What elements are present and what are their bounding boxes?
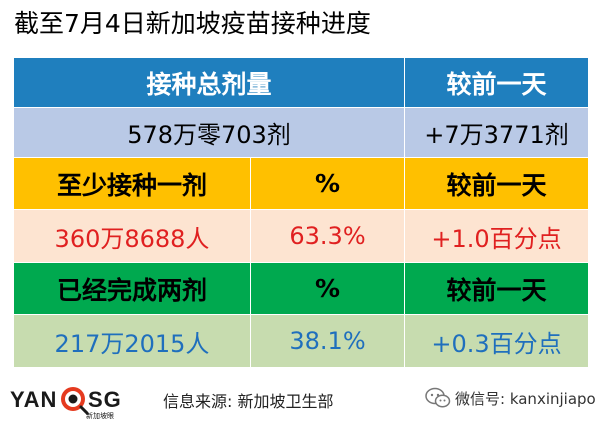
completed-change-header: 较前一天 — [404, 262, 590, 315]
at-least-one-change-header: 较前一天 — [404, 157, 590, 210]
at-least-one-change: +1.0百分点 — [404, 209, 590, 263]
wechat-id-text: 微信号: kanxinjiapo — [455, 390, 596, 408]
at-least-one-pct-header: % — [249, 157, 406, 210]
total-doses-value: 578万零703剂 — [12, 107, 406, 158]
completed-change: +0.3百分点 — [404, 314, 590, 368]
table-row: 578万零703剂 +7万3771剂 — [12, 107, 590, 158]
completed-pct: 38.1% — [249, 314, 406, 368]
completed-header: 已经完成两剂 — [13, 262, 251, 315]
total-change-value: +7万3771剂 — [404, 107, 590, 158]
table-row: 接种总剂量 较前一天 — [12, 57, 590, 108]
wechat-icon — [425, 387, 451, 408]
completed-value: 217万2015人 — [13, 314, 251, 368]
completed-pct-header: % — [249, 262, 406, 315]
svg-text:SG: SG — [88, 387, 122, 412]
at-least-one-value: 360万8688人 — [13, 209, 251, 263]
table-row: 360万8688人 63.3% +1.0百分点 — [13, 209, 590, 263]
at-least-one-header: 至少接种一剂 — [13, 157, 251, 210]
page-title: 截至7月4日新加坡疫苗接种进度 — [14, 9, 371, 38]
vaccination-table: 接种总剂量 较前一天 578万零703剂 +7万3771剂 至少接种一剂 % 较… — [12, 57, 590, 368]
table-row: 至少接种一剂 % 较前一天 — [13, 157, 590, 210]
svg-text:新加坡眼: 新加坡眼 — [86, 411, 114, 420]
total-change-header: 较前一天 — [404, 57, 590, 108]
footer: YAN SG 新加坡眼 信息来源: 新加坡卫生部 微信号: kanxinjiap… — [0, 372, 601, 429]
table-row: 217万2015人 38.1% +0.3百分点 — [13, 314, 590, 368]
source-text: 信息来源: 新加坡卫生部 — [163, 392, 334, 411]
svg-text:YAN: YAN — [10, 387, 57, 412]
at-least-one-pct: 63.3% — [249, 209, 406, 263]
logo-eye-icon: YAN SG 新加坡眼 — [10, 387, 122, 420]
total-doses-header: 接种总剂量 — [12, 57, 406, 108]
table-row: 已经完成两剂 % 较前一天 — [13, 262, 590, 315]
